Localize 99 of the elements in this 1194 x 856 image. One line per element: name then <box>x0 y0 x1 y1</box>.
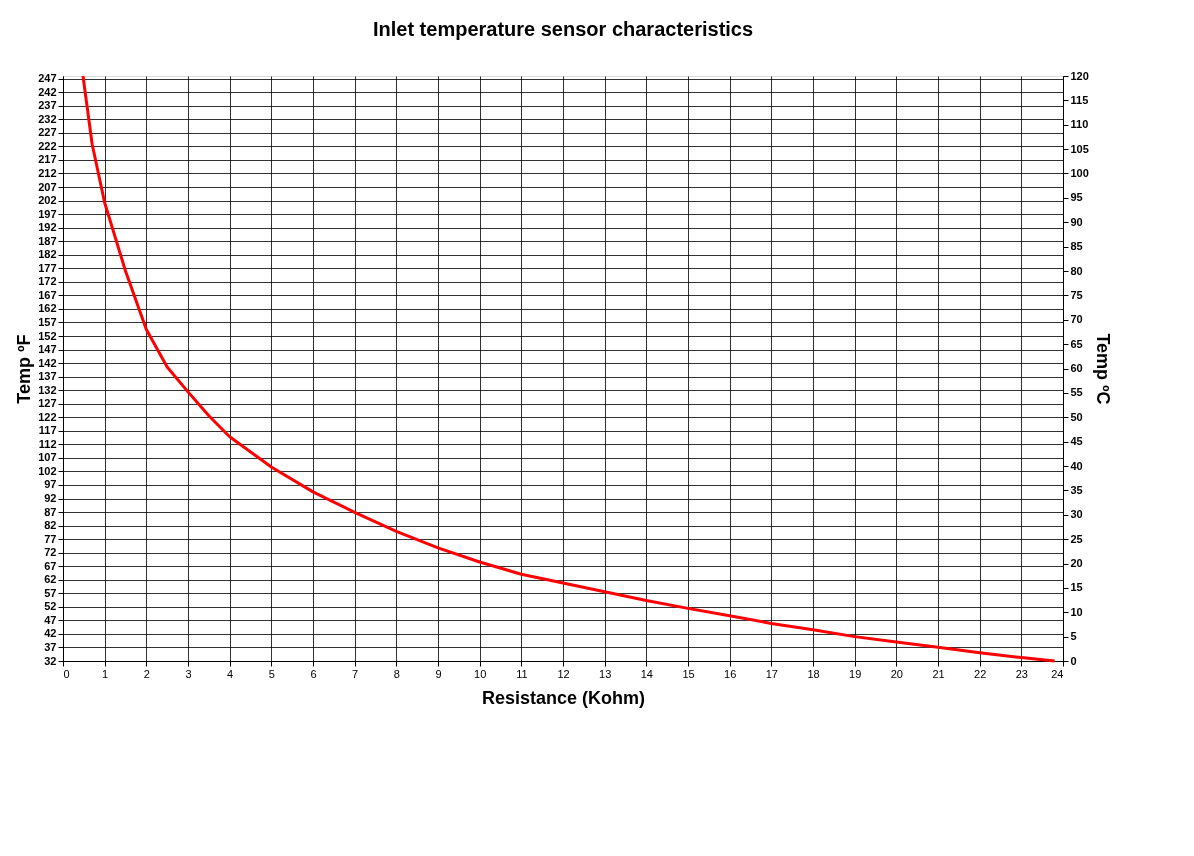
y-tick-label: 187 <box>38 234 57 247</box>
y-tick-label: 82 <box>44 519 57 532</box>
y-tick-label: 202 <box>38 194 57 207</box>
y-tick-label: 162 <box>38 302 57 315</box>
y2-tick-label: 70 <box>1070 313 1083 326</box>
y-tick-label: 112 <box>38 437 57 450</box>
x-tick-label: 2 <box>143 667 150 680</box>
y2-tick-label: 15 <box>1070 581 1083 594</box>
x-tick-label: 19 <box>849 667 862 680</box>
x-tick-label: 8 <box>393 667 400 680</box>
x-tick-label: 3 <box>185 667 192 680</box>
x-tick-label: 9 <box>435 667 442 680</box>
y-tick-label: 172 <box>38 275 57 288</box>
y2-tick-label: 10 <box>1070 605 1083 618</box>
y2-tick-label: 40 <box>1070 459 1083 472</box>
y-axis-title: Temp ºF <box>14 334 35 404</box>
y2-tick-label: 100 <box>1070 167 1089 179</box>
y-tick-label: 247 <box>38 72 57 85</box>
y-tick-label: 37 <box>44 640 57 653</box>
y2-axis-title: Temp ºC <box>1092 333 1113 405</box>
x-tick-label: 21 <box>932 667 945 680</box>
y-tick-label: 127 <box>38 397 57 410</box>
y-tick-label: 177 <box>38 261 57 274</box>
y-tick-label: 87 <box>44 505 57 518</box>
y-tick-label: 197 <box>38 207 57 220</box>
x-tick-label: 13 <box>599 667 612 680</box>
y-tick-label: 92 <box>44 492 57 504</box>
y-tick-label: 152 <box>38 329 57 342</box>
x-tick-label: 11 <box>516 667 528 680</box>
x-tick-label: 16 <box>724 667 737 680</box>
x-axis-title: Resistance (Kohm) <box>481 687 646 708</box>
x-tick-label: 15 <box>682 667 695 680</box>
y-tick-label: 167 <box>38 288 57 301</box>
y-tick-label: 182 <box>38 248 57 261</box>
y2-tick-label: 45 <box>1070 435 1083 448</box>
y-tick-label: 212 <box>38 167 57 179</box>
x-tick-label: 22 <box>974 667 987 680</box>
y-tick-label: 132 <box>38 383 57 396</box>
y-tick-label: 107 <box>38 451 57 464</box>
y2-tick-label: 5 <box>1070 630 1077 643</box>
x-tick-label: 20 <box>890 667 903 680</box>
x-tick-label: 4 <box>227 667 234 680</box>
x-tick-label: 7 <box>352 667 359 680</box>
y2-tick-label: 85 <box>1070 240 1083 253</box>
y2-tick-label: 95 <box>1070 191 1083 204</box>
y-tick-label: 117 <box>38 424 57 437</box>
x-tick-label: 17 <box>765 667 778 680</box>
x-tick-label: 6 <box>310 667 317 680</box>
y-tick-label: 242 <box>38 85 57 98</box>
x-tick-label: 24 <box>1051 667 1064 680</box>
x-tick-label: 5 <box>268 667 275 680</box>
y-tick-label: 157 <box>38 315 57 328</box>
y-tick-label: 42 <box>44 627 57 640</box>
y-tick-label: 192 <box>38 221 57 234</box>
y2-tick-label: 35 <box>1070 483 1083 496</box>
y-tick-label: 52 <box>44 600 57 613</box>
y-tick-label: 72 <box>44 546 57 559</box>
y2-tick-label: 90 <box>1070 215 1083 228</box>
y2-tick-label: 25 <box>1070 532 1083 545</box>
y-tick-label: 122 <box>38 410 57 423</box>
x-tick-label: 10 <box>474 667 487 680</box>
y2-tick-label: 60 <box>1070 362 1083 374</box>
y2-tick-label: 65 <box>1070 337 1083 350</box>
y-tick-label: 147 <box>38 343 57 356</box>
y-tick-label: 222 <box>38 139 57 152</box>
y2-tick-label: 105 <box>1070 142 1089 155</box>
y-tick-label: 237 <box>38 99 57 112</box>
y2-tick-label: 20 <box>1070 557 1083 569</box>
y-tick-label: 77 <box>44 532 57 545</box>
y-tick-label: 97 <box>44 478 57 491</box>
x-tick-label: 12 <box>557 667 570 680</box>
x-tick-label: 23 <box>1015 667 1028 680</box>
x-tick-label: 14 <box>640 667 653 680</box>
chart-title: Inlet temperature sensor characteristics <box>372 18 754 40</box>
y-tick-label: 102 <box>38 464 57 477</box>
y-tick-label: 207 <box>38 180 57 193</box>
y-tick-label: 67 <box>44 559 57 572</box>
y-tick-label: 32 <box>44 654 57 667</box>
y2-tick-label: 120 <box>1070 69 1089 82</box>
y-tick-label: 47 <box>44 613 57 626</box>
y2-tick-label: 0 <box>1070 654 1077 667</box>
x-tick-label: 1 <box>102 667 109 680</box>
line-series <box>81 74 1057 663</box>
y2-tick-label: 80 <box>1070 264 1083 277</box>
y2-tick-label: 50 <box>1070 410 1083 423</box>
y-tick-label: 137 <box>38 370 57 383</box>
y2-tick-label: 115 <box>1070 93 1089 106</box>
y-tick-label: 62 <box>44 573 57 586</box>
y2-tick-label: 55 <box>1070 386 1083 399</box>
y2-tick-label: 75 <box>1070 288 1083 301</box>
y-tick-label: 217 <box>38 153 57 166</box>
x-tick-label: 0 <box>63 667 70 680</box>
y2-tick-label: 30 <box>1070 508 1083 521</box>
y2-tick-label: 110 <box>1070 118 1089 131</box>
y-tick-label: 232 <box>38 112 57 125</box>
y-tick-label: 227 <box>38 126 57 139</box>
x-tick-label: 18 <box>807 667 820 680</box>
y-tick-label: 142 <box>38 356 57 369</box>
y-tick-label: 57 <box>44 586 57 599</box>
